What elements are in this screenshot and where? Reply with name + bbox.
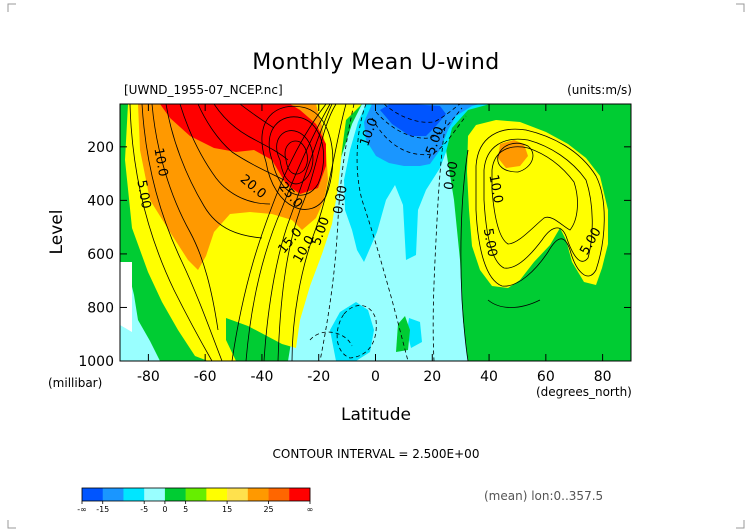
fill-band-lt-neg15 xyxy=(380,104,446,136)
x-axis-ticks: -80 -60 -40 -20 0 20 40 60 80 xyxy=(137,104,612,385)
colorbar-label: 15 xyxy=(222,505,232,514)
colorbar-label: ∞ xyxy=(307,505,314,514)
contour-line xyxy=(432,119,447,361)
colorbar-label: 5 xyxy=(183,505,188,514)
colorbar-swatch xyxy=(164,488,186,501)
x-tick-label: 40 xyxy=(480,369,498,385)
contour-line xyxy=(263,104,333,361)
fill-band-gt-25-south xyxy=(160,104,326,194)
contour-line xyxy=(475,128,605,287)
y-tick-label: 400 xyxy=(87,193,114,209)
fill-band-sp-cyan-low xyxy=(120,325,140,361)
colorbar-swatch xyxy=(185,488,207,501)
contour-line xyxy=(239,104,275,129)
contour-label: 10.0 xyxy=(485,173,505,204)
contour-line xyxy=(141,104,223,361)
units-label: (units:m/s) xyxy=(567,83,632,97)
contour-label: 5.00 xyxy=(358,93,387,108)
x-tick-label: -60 xyxy=(194,369,217,385)
colorbar-swatch xyxy=(227,488,249,501)
contour-line xyxy=(179,104,271,205)
colorbar-frame xyxy=(81,487,311,502)
x-tick-label: -20 xyxy=(307,369,330,385)
colorbar-swatch xyxy=(144,488,166,501)
colorbar-swatch xyxy=(268,488,290,501)
x-tick-label: -80 xyxy=(137,369,160,385)
contour-line xyxy=(375,107,463,139)
fill-band-neg10-neg5-lower xyxy=(330,302,374,361)
x-tick-label: 20 xyxy=(423,369,441,385)
contour-line xyxy=(245,104,331,361)
contour-line xyxy=(268,116,325,196)
fill-band-neg10-neg5-small xyxy=(407,318,422,348)
contour-line xyxy=(460,149,469,361)
contour-line xyxy=(487,299,541,308)
contour-line xyxy=(276,130,314,185)
colorbar-label: -∞ xyxy=(77,505,87,514)
contour-line xyxy=(291,104,347,361)
y-tick-label: 600 xyxy=(87,247,114,263)
colorbar-label: -15 xyxy=(96,505,109,514)
chart-title: Monthly Mean U-wind xyxy=(252,50,500,75)
x-tick-label: 60 xyxy=(537,369,555,385)
contour-label: 5.00 xyxy=(133,179,153,210)
contour-plot: 10.05.00 20.0 25.015.010.05.000.0010.05.00… xyxy=(120,93,631,361)
contour-line xyxy=(284,140,308,175)
contour-label: 0.00 xyxy=(442,160,462,191)
contour-line xyxy=(129,104,213,361)
contour-lines xyxy=(129,104,605,361)
x-axis-label: Latitude xyxy=(341,405,411,425)
y-tick-label: 1000 xyxy=(78,354,114,370)
contour-fills xyxy=(120,104,631,361)
x-tick-label: -40 xyxy=(251,369,274,385)
contour-line xyxy=(261,105,334,210)
contour-label: 10.0 xyxy=(150,147,170,178)
footnote: (mean) lon:0..357.5 xyxy=(484,489,603,503)
colorbar-swatch xyxy=(247,488,269,501)
fill-band-lower-green xyxy=(396,316,410,352)
colorbar-label: 25 xyxy=(263,505,273,514)
y-axis-label: Level xyxy=(47,210,67,255)
colorbar-swatch xyxy=(206,488,228,501)
contour-label: 0.00 xyxy=(331,184,351,215)
contour-line xyxy=(383,104,461,123)
contour-line xyxy=(319,104,355,361)
contour-line xyxy=(371,115,467,156)
contour-line xyxy=(356,104,409,361)
y-axis-units: (millibar) xyxy=(48,376,102,390)
contour-line xyxy=(197,104,285,181)
y-tick-label: 800 xyxy=(87,300,114,316)
colorbar-swatch xyxy=(289,488,311,501)
crop-marks xyxy=(7,3,745,529)
contour-line xyxy=(165,104,263,239)
colorbar-label: -5 xyxy=(140,505,148,514)
colorbar-swatch xyxy=(123,488,145,501)
contour-line xyxy=(151,104,219,331)
contour-line xyxy=(277,104,337,361)
contour-line xyxy=(497,142,534,173)
contour-line xyxy=(231,104,327,361)
contour-interval-label: CONTOUR INTERVAL = 2.500E+00 xyxy=(273,447,480,461)
colorbar-label: 0 xyxy=(162,505,167,514)
colorbar: -∞ -15 -5 0 5 15 25 ∞ xyxy=(77,487,314,514)
x-axis-units: (degrees_north) xyxy=(536,385,632,399)
y-tick-label: 200 xyxy=(87,140,114,156)
colorbar-swatch xyxy=(82,488,104,501)
contour-label: 5.00 xyxy=(480,227,500,258)
file-label: [UWND_1955-07_NCEP.nc] xyxy=(124,83,283,97)
x-tick-label: 0 xyxy=(371,369,380,385)
y-axis-ticks: 200 400 600 800 1000 xyxy=(78,140,631,370)
contour-line xyxy=(491,146,578,245)
x-tick-label: 80 xyxy=(594,369,612,385)
contour-line xyxy=(483,138,593,269)
contour-line xyxy=(309,331,353,347)
colorbar-swatch xyxy=(102,488,124,501)
contour-line xyxy=(336,305,377,359)
